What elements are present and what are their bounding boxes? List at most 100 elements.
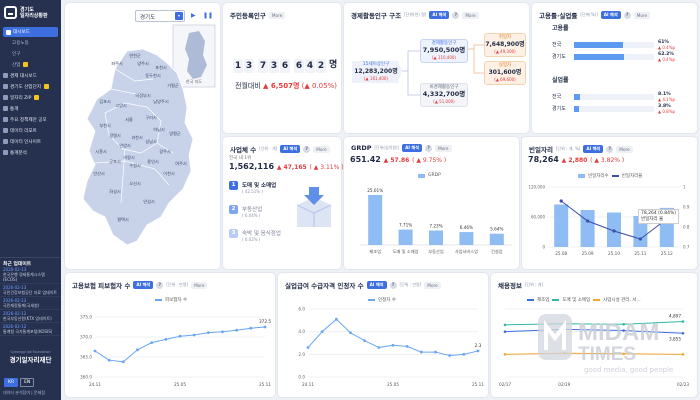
region-label[interactable]: 시흥시 — [95, 148, 107, 154]
grdp-bar[interactable] — [459, 232, 474, 245]
sidebar-item[interactable]: 산업 — [0, 59, 61, 70]
vacancy-chart[interactable]: 120,000 60,000 0 1 0.9 0.8 0.7 25.08 25.09 25.10 2… — [522, 137, 697, 269]
grdp-more-button[interactable]: More — [435, 144, 452, 152]
grdp-bar[interactable] — [489, 233, 504, 245]
sidebar-item[interactable]: 데이터 리포트 — [0, 125, 61, 136]
sidebar-item[interactable]: 고용노동 — [0, 37, 61, 48]
region-select[interactable]: 경기도 ▾ — [135, 10, 185, 22]
region-label[interactable]: 서울 — [125, 116, 133, 123]
benefit-chart[interactable]: 6.0 4.0 2.0 0.0 24.11 25.05 25.11 2.3 — [278, 273, 488, 397]
recruit-chart[interactable]: 02/17 02/19 02/23 4,897 3,855 — [491, 273, 697, 397]
region-label[interactable]: 연천군 — [129, 52, 141, 58]
biz-more-button[interactable]: More — [313, 145, 330, 153]
series-point[interactable] — [150, 341, 154, 344]
econ-unemployed-box[interactable]: 실업자 301,600명 (▲ 69,600) — [484, 61, 526, 85]
series-point[interactable] — [363, 339, 367, 343]
recruit-series-point[interactable] — [681, 332, 685, 335]
region-label[interactable]: 의정부시 — [135, 92, 151, 99]
region-label[interactable]: 안양시 — [119, 142, 131, 148]
econ-ai-button[interactable]: AI 해석 — [429, 11, 450, 19]
recruit-series-line[interactable] — [504, 321, 684, 326]
series-point[interactable] — [334, 317, 338, 321]
update-item[interactable]: 2026-02-12 한국부동산원(KTX 업데이트) — [0, 310, 61, 323]
help-icon[interactable]: ? — [425, 144, 433, 152]
region-label[interactable]: 이천시 — [163, 170, 175, 177]
series-point[interactable] — [136, 348, 139, 352]
help-icon[interactable]: ? — [303, 145, 311, 153]
update-item[interactable]: 2026-02-13 한국은행 경제통계시스템(ECOS) — [0, 266, 61, 284]
region-label[interactable]: 오산시 — [129, 180, 141, 186]
econ-more-button[interactable]: More — [462, 11, 479, 19]
recruit-series-point[interactable] — [622, 329, 625, 332]
gyeonggi-province-shape[interactable] — [82, 48, 194, 246]
recruit-series-point[interactable] — [622, 352, 625, 356]
recruit-series-point[interactable] — [563, 351, 566, 355]
sidebar-item[interactable]: 경제 대시보드 — [0, 70, 61, 81]
update-item[interactable]: 2026-02-12 통계청 국가통계포털(KOSIS) — [0, 323, 61, 336]
vacancy-rate-point[interactable] — [559, 199, 563, 203]
update-item[interactable]: 2026-02-13 국민건강보험공단 자료 업데이트 — [0, 284, 61, 297]
pause-icon[interactable]: ❚❚ — [203, 12, 214, 19]
sidebar-footer[interactable]: 데이터 분석참여 | 문제점 — [3, 390, 45, 395]
region-label[interactable]: 과천시 — [131, 134, 143, 141]
recruit-series-line[interactable] — [504, 328, 684, 334]
series-point[interactable] — [206, 331, 210, 334]
region-label[interactable]: 여주시 — [175, 160, 187, 167]
lang-en-button[interactable]: EN — [20, 378, 35, 387]
lang-kr-button[interactable]: KR — [4, 378, 19, 387]
sidebar-item[interactable]: 데이터 인사이트 — [0, 136, 61, 147]
series-point[interactable] — [419, 350, 423, 354]
recruit-series-point[interactable] — [503, 353, 507, 356]
region-label[interactable]: 광주시 — [159, 148, 171, 155]
sidebar-item[interactable]: 대시보드 — [3, 27, 58, 37]
series-point[interactable] — [434, 350, 437, 354]
econ-total-box[interactable]: 15세이상인구 12,283,200명 (▲ 161,400) — [352, 61, 400, 83]
econ-employed-box[interactable]: 취업자 7,648,900명 (▲ 49,300) — [484, 33, 526, 57]
region-label[interactable]: 가평군 — [167, 82, 179, 89]
region-label[interactable]: 구리시 — [145, 114, 157, 121]
population-more-button[interactable]: More — [268, 11, 286, 19]
benefit-ai-button[interactable]: AI 해석 — [366, 281, 387, 289]
help-icon[interactable]: ? — [156, 281, 164, 289]
rates-more-button[interactable]: More — [633, 11, 651, 19]
region-label[interactable]: 포천시 — [155, 64, 167, 70]
biz-ai-button[interactable]: AI 해석 — [280, 145, 301, 153]
series-point[interactable] — [349, 331, 352, 335]
help-icon[interactable]: ? — [389, 281, 397, 289]
recruit-series-point[interactable] — [681, 320, 685, 323]
region-label[interactable]: 남양주시 — [153, 98, 169, 105]
series-point[interactable] — [107, 358, 111, 362]
sidebar-item[interactable]: 통계 — [0, 103, 61, 114]
series-point[interactable] — [320, 330, 324, 334]
series-point[interactable] — [93, 349, 97, 353]
recruit-series-point[interactable] — [681, 353, 685, 356]
sidebar-item[interactable]: 인구 — [0, 48, 61, 59]
help-icon[interactable]: ? — [606, 145, 614, 153]
sidebar-item[interactable]: 주요 정책제안 공모 — [0, 114, 61, 125]
region-label[interactable]: 화성시 — [109, 188, 121, 195]
series-point[interactable] — [306, 346, 310, 349]
region-label[interactable]: 의왕시 — [123, 154, 135, 161]
play-icon[interactable]: ▶ — [191, 12, 196, 19]
series-point[interactable] — [121, 360, 125, 364]
region-label[interactable]: 안성시 — [143, 198, 155, 204]
vacancy-more-button[interactable]: More — [616, 145, 633, 153]
insured-chart[interactable]: 375.0 370.0 365.0 360.0 24.11 25.05 25.11 372.5 — [65, 273, 275, 397]
region-label[interactable]: 용인시 — [147, 158, 159, 164]
vacancy-rate-point[interactable] — [612, 229, 616, 233]
sidebar-item[interactable]: 통계분석 — [0, 147, 61, 158]
recruit-series-point[interactable] — [503, 330, 507, 333]
region-label[interactable]: 부천시 — [99, 122, 111, 129]
series-point[interactable] — [164, 338, 168, 341]
region-label[interactable]: 광명시 — [109, 132, 121, 138]
vacancy-bar[interactable] — [554, 204, 569, 248]
grdp-chart[interactable]: 25.01% 제조업 7.71% 도매 및 소매업 7.23% 부동산업 6.46% 사업서비… — [344, 137, 519, 269]
help-icon[interactable]: ? — [452, 11, 460, 19]
series-point[interactable] — [221, 330, 224, 334]
series-point[interactable] — [391, 343, 395, 347]
update-item[interactable]: 2026-02-13 국민재정통계(국세청) — [0, 297, 61, 310]
region-label[interactable]: 양평군 — [169, 130, 181, 136]
sidebar-item[interactable]: 일자리 ZIP — [0, 92, 61, 103]
app-logo[interactable]: 경기도 일자리상황판 — [0, 0, 61, 23]
